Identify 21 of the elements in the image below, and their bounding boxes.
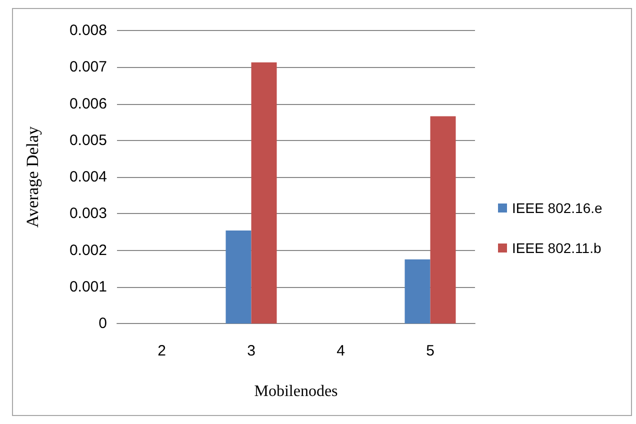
y-tick-label: 0.004 <box>69 168 107 186</box>
y-tick-label: 0.002 <box>69 242 107 259</box>
y-tick-label: 0.005 <box>69 132 107 149</box>
legend-label: IEEE 802.16.e <box>512 200 603 216</box>
x-tick-label: 2 <box>158 342 166 360</box>
y-tick-label: 0.006 <box>69 95 107 112</box>
bar <box>430 116 456 324</box>
x-axis-title: Mobilenodes <box>254 383 338 400</box>
bar <box>226 230 252 324</box>
x-tick-label: 3 <box>247 342 256 360</box>
x-tick-label: 4 <box>336 342 345 360</box>
y-axis-title: Average Delay <box>23 126 42 228</box>
legend-label: IEEE 802.11.b <box>512 240 602 256</box>
y-tick-label: 0.001 <box>69 278 107 296</box>
bar <box>404 259 430 324</box>
y-tick-label: 0.008 <box>69 22 107 39</box>
y-tick-label: 0.007 <box>69 58 107 76</box>
x-tick-label: 5 <box>426 342 434 360</box>
bar <box>251 62 277 324</box>
y-tick-label: 0.003 <box>69 205 107 222</box>
y-tick-label: 0 <box>98 315 107 332</box>
